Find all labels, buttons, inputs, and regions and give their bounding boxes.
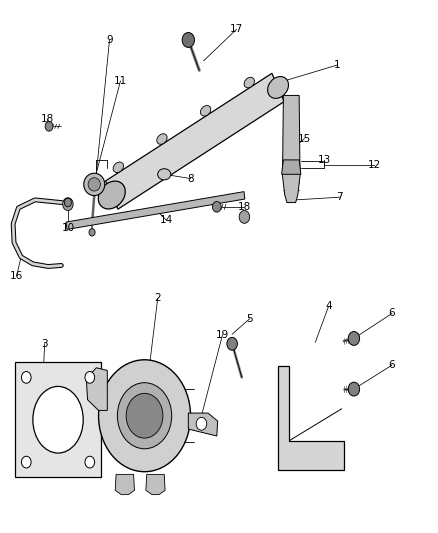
Polygon shape xyxy=(86,368,107,410)
Ellipse shape xyxy=(158,168,171,180)
Polygon shape xyxy=(66,192,245,229)
Polygon shape xyxy=(283,95,300,203)
Circle shape xyxy=(21,456,31,468)
Circle shape xyxy=(85,372,95,383)
Circle shape xyxy=(45,122,53,131)
Circle shape xyxy=(182,33,194,47)
Circle shape xyxy=(227,337,237,350)
Circle shape xyxy=(239,211,250,223)
Ellipse shape xyxy=(33,386,83,453)
Ellipse shape xyxy=(201,106,211,116)
Circle shape xyxy=(348,332,360,345)
Circle shape xyxy=(64,198,71,207)
Ellipse shape xyxy=(244,77,254,88)
Text: 15: 15 xyxy=(298,134,311,143)
Text: 10: 10 xyxy=(61,223,74,232)
Polygon shape xyxy=(106,74,284,209)
Text: 6: 6 xyxy=(389,309,396,318)
Polygon shape xyxy=(282,160,301,174)
Polygon shape xyxy=(188,413,218,436)
Circle shape xyxy=(21,372,31,383)
Text: 3: 3 xyxy=(41,339,48,349)
Text: 1: 1 xyxy=(334,60,341,70)
Text: 11: 11 xyxy=(114,76,127,86)
Polygon shape xyxy=(115,474,134,495)
Text: 9: 9 xyxy=(106,35,113,45)
Text: 16: 16 xyxy=(10,271,23,281)
Circle shape xyxy=(63,198,73,211)
Ellipse shape xyxy=(98,181,125,209)
Bar xyxy=(15,362,101,477)
Text: 8: 8 xyxy=(187,174,194,183)
Text: 12: 12 xyxy=(368,160,381,170)
Text: 2: 2 xyxy=(154,294,161,303)
Text: 18: 18 xyxy=(41,114,54,124)
Circle shape xyxy=(196,417,207,430)
Text: 17: 17 xyxy=(230,25,243,34)
Text: 6: 6 xyxy=(389,360,396,370)
Text: 14: 14 xyxy=(160,215,173,225)
Ellipse shape xyxy=(84,173,105,196)
Ellipse shape xyxy=(113,162,124,173)
Circle shape xyxy=(85,456,95,468)
Circle shape xyxy=(348,382,360,396)
Circle shape xyxy=(212,201,221,212)
Polygon shape xyxy=(146,474,165,495)
Ellipse shape xyxy=(157,134,167,144)
Circle shape xyxy=(99,360,191,472)
Ellipse shape xyxy=(88,177,100,191)
Text: 7: 7 xyxy=(336,192,343,202)
Circle shape xyxy=(89,229,95,236)
Text: 19: 19 xyxy=(216,330,229,340)
Circle shape xyxy=(126,393,163,438)
Text: 4: 4 xyxy=(325,302,332,311)
Circle shape xyxy=(117,383,172,449)
Ellipse shape xyxy=(268,77,289,99)
Text: 18: 18 xyxy=(238,202,251,212)
Text: 5: 5 xyxy=(246,314,253,324)
Polygon shape xyxy=(278,366,344,470)
Text: 13: 13 xyxy=(318,155,331,165)
